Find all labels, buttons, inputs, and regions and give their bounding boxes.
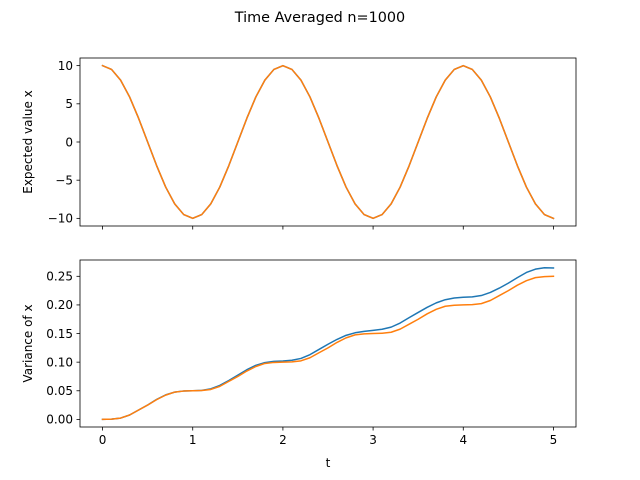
x-tick-label: 5 (550, 433, 558, 447)
y-tick-label: −5 (55, 173, 73, 187)
y-tick-label: 0.25 (46, 270, 73, 284)
y-tick-label: 5 (65, 97, 73, 111)
y-axis-label: Variance of x (21, 304, 35, 382)
y-tick-label: 10 (58, 59, 73, 73)
y-tick-label: 0.15 (46, 327, 73, 341)
y-tick-label: 0 (65, 135, 73, 149)
figure-title: Time Averaged n=1000 (234, 10, 405, 26)
series-line-2 (101, 275, 555, 421)
y-tick-label: 0.05 (46, 384, 73, 398)
axes-frame (79, 259, 577, 428)
y-tick-label: −10 (48, 212, 73, 226)
x-tick-label: 3 (369, 433, 377, 447)
y-axis-label: Expected value x (21, 90, 35, 194)
x-tick-label: 4 (459, 433, 467, 447)
top-axes-expected-value: −10 −5 0 5 10 Expected value x (21, 57, 577, 230)
series-line-2 (101, 64, 555, 220)
x-tick-label: 2 (279, 433, 287, 447)
bottom-axes-variance: 0 1 2 3 4 5 0.00 0.05 0.10 0.15 0.20 0.25 Variance o… (21, 259, 577, 470)
x-tick-label: 1 (189, 433, 197, 447)
y-tick-label: 0.00 (46, 413, 73, 427)
y-tick-label: 0.20 (46, 298, 73, 312)
x-tick-label: 0 (99, 433, 107, 447)
x-axis-label: t (326, 456, 331, 470)
y-tick-label: 0.10 (46, 355, 73, 369)
